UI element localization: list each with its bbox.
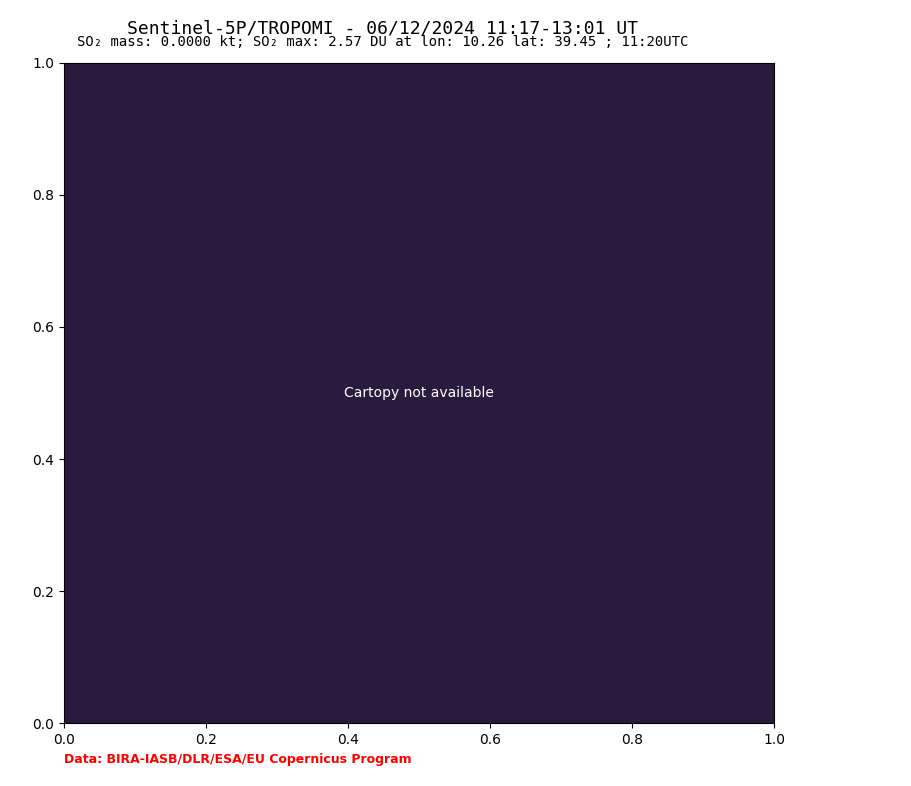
Text: Sentinel-5P/TROPOMI - 06/12/2024 11:17-13:01 UT: Sentinel-5P/TROPOMI - 06/12/2024 11:17-1… xyxy=(127,20,639,38)
Text: Cartopy not available: Cartopy not available xyxy=(344,386,494,400)
Text: SO₂ mass: 0.0000 kt; SO₂ max: 2.57 DU at lon: 10.26 lat: 39.45 ; 11:20UTC: SO₂ mass: 0.0000 kt; SO₂ max: 2.57 DU at… xyxy=(77,35,689,50)
Text: Data: BIRA-IASB/DLR/ESA/EU Copernicus Program: Data: BIRA-IASB/DLR/ESA/EU Copernicus Pr… xyxy=(64,753,412,766)
